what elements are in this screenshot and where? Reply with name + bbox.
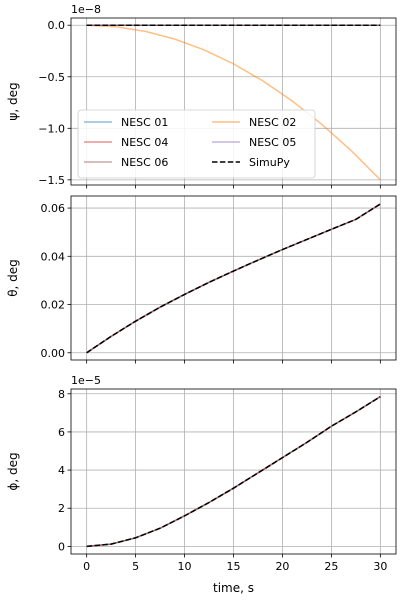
- y-tick-label: 0.02: [41, 299, 66, 312]
- panel-3: 0 2 4 6 8 0 5 10 15 20 25 30 ϕ, deg 1e−5 time, s: [6, 374, 396, 595]
- y-tick-label: 4: [58, 464, 65, 477]
- legend-label-nesc-04: NESC 04: [121, 136, 168, 149]
- x-axis-label: time, s: [213, 581, 254, 595]
- x-tick-label: 15: [227, 560, 241, 573]
- y-tick-label: 6: [58, 426, 65, 439]
- y-tick-label: 0.04: [41, 250, 66, 263]
- legend-label-nesc-05: NESC 05: [249, 136, 296, 149]
- y-tick-label: −0.5: [38, 71, 65, 84]
- y-tick-label: 0.06: [41, 202, 66, 215]
- legend-label-simupy: SimuPy: [249, 156, 290, 169]
- x-tick-label: 0: [83, 560, 90, 573]
- y-tick-label: 2: [58, 502, 65, 515]
- y-tick-label: 0.00: [41, 347, 66, 360]
- y-tick-label: 0.0: [48, 19, 66, 32]
- y-tick-label: −1.5: [38, 174, 65, 187]
- y-axis-label: ψ, deg: [6, 82, 20, 120]
- legend-label-nesc-02: NESC 02: [249, 116, 296, 129]
- legend: NESC 01 NESC 02 NESC 04 NESC 05 NESC 06 SimuP…: [78, 110, 315, 178]
- y-offset-text: 1e−5: [71, 374, 101, 387]
- y-tick-label: −1.0: [38, 122, 65, 135]
- y-axis-label: ϕ, deg: [6, 452, 20, 490]
- y-tick-label: 0: [58, 540, 65, 553]
- panel-2: 0.00 0.02 0.04 0.06 θ, deg: [6, 196, 396, 364]
- x-tick-label: 10: [178, 560, 192, 573]
- legend-label-nesc-06: NESC 06: [121, 156, 168, 169]
- x-tick-label: 30: [373, 560, 387, 573]
- legend-label-nesc-01: NESC 01: [121, 116, 168, 129]
- y-offset-text: 1e−8: [71, 3, 101, 16]
- x-tick-label: 25: [324, 560, 338, 573]
- y-tick-label: 8: [58, 388, 65, 401]
- y-axis-label: θ, deg: [6, 259, 20, 297]
- x-tick-label: 20: [275, 560, 289, 573]
- x-tick-label: 5: [132, 560, 139, 573]
